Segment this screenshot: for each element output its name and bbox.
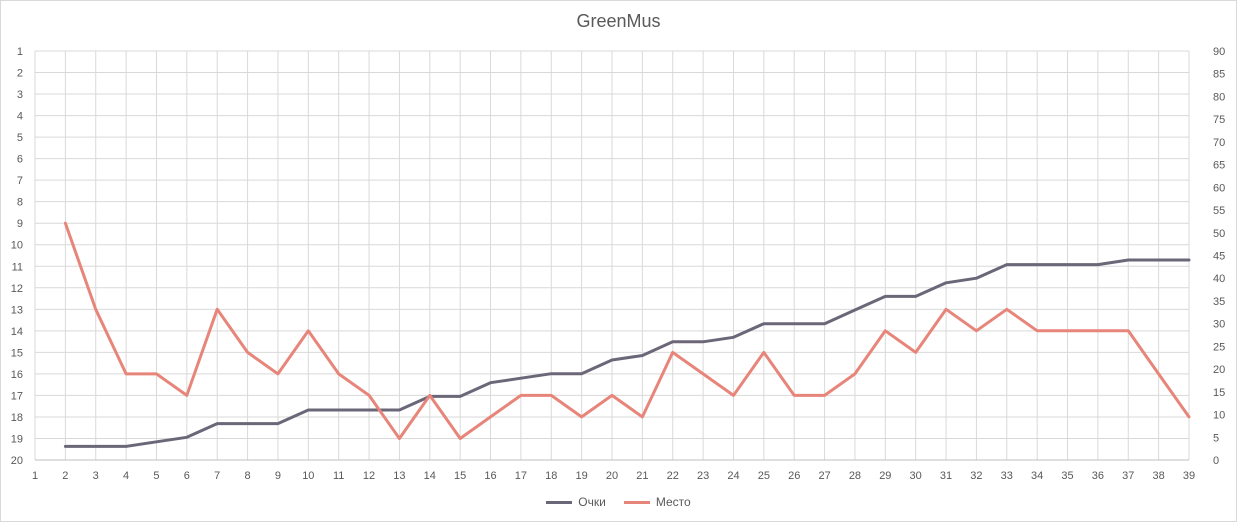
x-tick-label: 35 [1061, 470, 1073, 482]
right-tick-label: 80 [1213, 91, 1225, 103]
right-tick-label: 70 [1213, 137, 1225, 149]
right-tick-label: 0 [1213, 455, 1219, 467]
left-tick-label: 17 [11, 390, 23, 402]
right-tick-label: 5 [1213, 432, 1219, 444]
gridlines [34, 50, 1190, 461]
x-tick-label: 19 [576, 470, 588, 482]
x-tick-label: 27 [818, 470, 830, 482]
left-tick-label: 10 [11, 240, 23, 252]
right-tick-label: 85 [1213, 69, 1225, 81]
x-tick-label: 26 [788, 470, 800, 482]
left-tick-label: 2 [17, 68, 23, 80]
left-tick-label: 11 [12, 261, 23, 273]
right-tick-label: 25 [1213, 341, 1225, 353]
right-tick-label: 50 [1213, 228, 1225, 240]
x-tick-label: 9 [275, 470, 281, 482]
x-tick-label: 14 [424, 470, 436, 482]
left-tick-label: 12 [11, 283, 23, 295]
right-tick-label: 30 [1213, 319, 1225, 331]
x-tick-label: 4 [123, 470, 129, 482]
series-lines [63, 221, 1191, 448]
x-tick-label: 23 [697, 470, 709, 482]
left-tick-label: 16 [11, 369, 23, 381]
legend-item-ochki: Очки [546, 495, 606, 509]
x-tick-label: 5 [153, 470, 159, 482]
x-axis-ticks: 1 2 3 4 5 6 7 8 9 10 11 12 13 14 15 16 17 18 19 20 21 22 23 24 2… [32, 470, 1195, 482]
x-tick-label: 29 [879, 470, 891, 482]
x-tick-label: 28 [849, 470, 861, 482]
x-tick-label: 1 [32, 470, 38, 482]
x-tick-label: 37 [1122, 470, 1134, 482]
x-tick-label: 8 [245, 470, 251, 482]
right-tick-label: 10 [1213, 410, 1225, 422]
right-tick-label: 35 [1213, 296, 1225, 308]
left-tick-label: 9 [17, 218, 23, 230]
right-tick-label: 55 [1213, 205, 1225, 217]
left-tick-label: 5 [17, 132, 23, 144]
x-tick-label: 11 [333, 470, 344, 482]
left-tick-label: 19 [11, 433, 23, 445]
left-tick-label: 13 [11, 304, 23, 316]
legend-swatch-mesto [623, 500, 650, 504]
x-tick-label: 32 [970, 470, 982, 482]
x-tick-label: 39 [1183, 470, 1195, 482]
left-tick-label: 20 [11, 455, 23, 467]
left-tick-label: 6 [17, 154, 23, 166]
x-tick-label: 2 [62, 470, 68, 482]
right-tick-label: 45 [1213, 251, 1225, 263]
right-tick-label: 60 [1213, 182, 1225, 194]
right-tick-label: 75 [1213, 114, 1225, 126]
x-tick-label: 24 [727, 470, 739, 482]
x-tick-label: 36 [1092, 470, 1104, 482]
x-tick-label: 10 [302, 470, 314, 482]
x-tick-label: 18 [545, 470, 557, 482]
x-tick-label: 12 [363, 470, 375, 482]
left-tick-label: 1 [17, 46, 23, 58]
x-tick-label: 33 [1001, 470, 1013, 482]
x-tick-label: 7 [214, 470, 220, 482]
left-tick-label: 4 [17, 111, 23, 123]
x-tick-label: 17 [515, 470, 527, 482]
x-tick-label: 15 [454, 470, 466, 482]
left-tick-label: 18 [11, 412, 23, 424]
legend-label-mesto: Место [655, 495, 691, 509]
left-tick-label: 3 [17, 89, 23, 101]
left-tick-label: 7 [17, 175, 23, 187]
legend: Очки Место [1, 495, 1236, 509]
x-tick-label: 25 [758, 470, 770, 482]
left-tick-label: 14 [11, 326, 23, 338]
right-axis-ticks: 0 5 10 15 20 25 30 35 40 45 50 55 60 65 70 75 80 85 90 [1213, 46, 1225, 467]
right-tick-label: 90 [1213, 46, 1225, 58]
right-tick-label: 40 [1213, 273, 1225, 285]
right-tick-label: 15 [1213, 387, 1225, 399]
x-tick-label: 20 [606, 470, 618, 482]
x-tick-label: 34 [1031, 470, 1043, 482]
x-tick-label: 16 [484, 470, 496, 482]
series-line-ochki [63, 258, 1191, 448]
x-tick-label: 13 [393, 470, 405, 482]
x-tick-label: 21 [636, 470, 648, 482]
chart-title: GreenMus [576, 11, 661, 31]
x-tick-label: 6 [184, 470, 190, 482]
x-tick-label: 30 [910, 470, 922, 482]
x-tick-label: 3 [93, 470, 99, 482]
legend-item-mesto: Место [623, 495, 691, 509]
right-tick-label: 65 [1213, 160, 1225, 172]
series-line-mesto [63, 221, 1191, 440]
x-tick-label: 22 [667, 470, 679, 482]
left-tick-label: 15 [11, 347, 23, 359]
legend-swatch-ochki [546, 500, 573, 504]
x-tick-label: 38 [1153, 470, 1165, 482]
right-tick-label: 20 [1213, 364, 1225, 376]
x-tick-label: 31 [940, 470, 952, 482]
left-tick-label: 8 [17, 197, 23, 209]
legend-label-ochki: Очки [578, 495, 606, 509]
